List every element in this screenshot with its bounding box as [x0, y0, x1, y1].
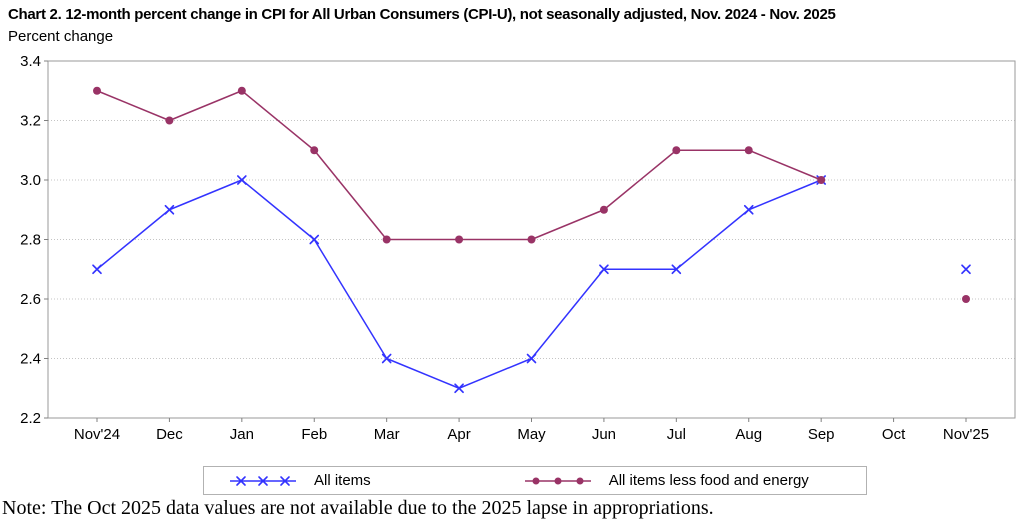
legend-label-all-items: All items	[314, 472, 371, 489]
legend: All items All items less food and energy	[203, 466, 867, 495]
y-tick-label: 3.0	[20, 172, 41, 189]
series-all-items-less-food-and-energy	[93, 86, 970, 303]
legend-item-core-cpi: All items less food and energy	[523, 472, 809, 489]
x-tick-label: Sep	[808, 426, 835, 443]
x-tick-label: Dec	[156, 426, 183, 443]
x-tick-label: Nov'25	[943, 426, 989, 443]
y-tick-label: 2.2	[20, 410, 41, 427]
x-tick-label: Aug	[735, 426, 762, 443]
x-tick-label: Nov'24	[74, 426, 120, 443]
y-tick-label: 3.2	[20, 113, 41, 130]
y-tick-label: 3.4	[20, 53, 41, 70]
gridlines	[48, 60, 1015, 359]
y-tick-label: 2.6	[20, 291, 41, 308]
chart-title: Chart 2. 12-month percent change in CPI …	[8, 6, 836, 23]
y-axis-caption: Percent change	[8, 28, 114, 45]
legend-label-core-cpi: All items less food and energy	[608, 472, 809, 489]
y-axis: 3.4 3.2 3.0 2.8 2.6 2.4 2.2	[20, 53, 48, 427]
series-all-items	[92, 175, 971, 394]
legend-item-all-items: All items	[228, 472, 371, 489]
x-tick-label: Jun	[592, 426, 616, 443]
x-tick-label: May	[517, 426, 546, 443]
x-tick-label: Oct	[882, 426, 906, 443]
line-chart-plot: 3.4 3.2 3.0 2.8 2.6 2.4 2.2 Nov'24 Dec Jan Feb Mar A…	[20, 53, 1016, 443]
y-tick-label: 2.4	[20, 351, 41, 368]
x-tick-label: Apr	[447, 426, 470, 443]
x-axis: Nov'24 Dec Jan Feb Mar Apr May Jun Jul Aug Sep Oct N…	[74, 418, 989, 443]
y-tick-label: 2.8	[20, 232, 41, 249]
all-items-line-sample-icon	[230, 475, 296, 486]
x-tick-label: Jan	[230, 426, 254, 443]
x-tick-label: Mar	[374, 426, 400, 443]
core-cpi-line-sample-icon	[524, 477, 591, 484]
note-text: Note: The Oct 2025 data values are not a…	[2, 497, 714, 519]
x-tick-label: Feb	[301, 426, 327, 443]
x-tick-label: Jul	[667, 426, 686, 443]
